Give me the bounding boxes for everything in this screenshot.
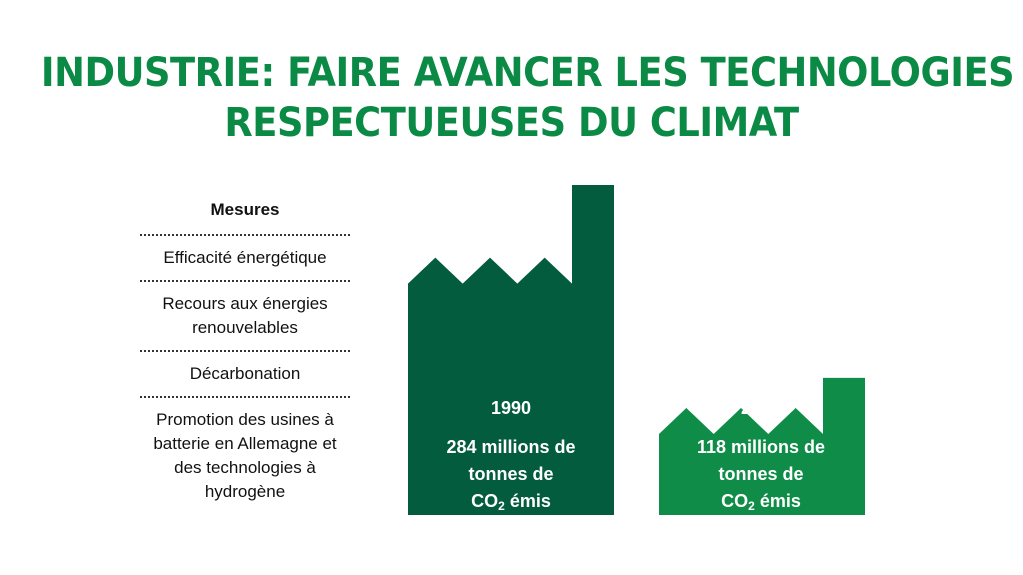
measures-heading: Mesures bbox=[210, 200, 280, 219]
title-line-1: INDUSTRIE: FAIRE AVANCER LES TECHNOLOGIE… bbox=[40, 50, 1015, 96]
factory-bar-2030 bbox=[659, 377, 865, 515]
title-line-2: RESPECTUEUSES DU CLIMAT bbox=[224, 100, 799, 146]
measure-item: Promotion des usines à batterie en Allem… bbox=[153, 410, 337, 501]
year-label: 2030 bbox=[740, 398, 782, 418]
measure-item: Efficacité énergétique bbox=[163, 248, 327, 267]
factory-bar-1990 bbox=[408, 185, 614, 515]
year-label: 1990 bbox=[490, 398, 532, 418]
bar-label-1990: 1990 284 millions de tonnes de CO2 émis bbox=[408, 395, 614, 520]
bar-label-2030: 2030 118 millions de tonnes de CO2 émis bbox=[658, 395, 864, 520]
value-label: 118 millions de bbox=[696, 437, 826, 457]
divider bbox=[140, 396, 350, 398]
unit-label: tonnes de bbox=[718, 464, 804, 484]
measures-list: Mesures Efficacité énergétique Recours a… bbox=[140, 198, 350, 514]
measure-item: Décarbonation bbox=[189, 364, 301, 383]
divider bbox=[140, 234, 350, 236]
unit-label: tonnes de bbox=[468, 464, 554, 484]
co2-label: CO2 émis bbox=[471, 491, 551, 513]
divider bbox=[140, 280, 350, 282]
chart-title: INDUSTRIE: FAIRE AVANCER LES TECHNOLOGIE… bbox=[40, 48, 1015, 148]
co2-label: CO2 émis bbox=[721, 491, 801, 513]
value-label: 284 millions de bbox=[446, 437, 576, 457]
divider bbox=[140, 350, 350, 352]
measure-item: Recours aux énergies renouvelables bbox=[162, 294, 328, 337]
